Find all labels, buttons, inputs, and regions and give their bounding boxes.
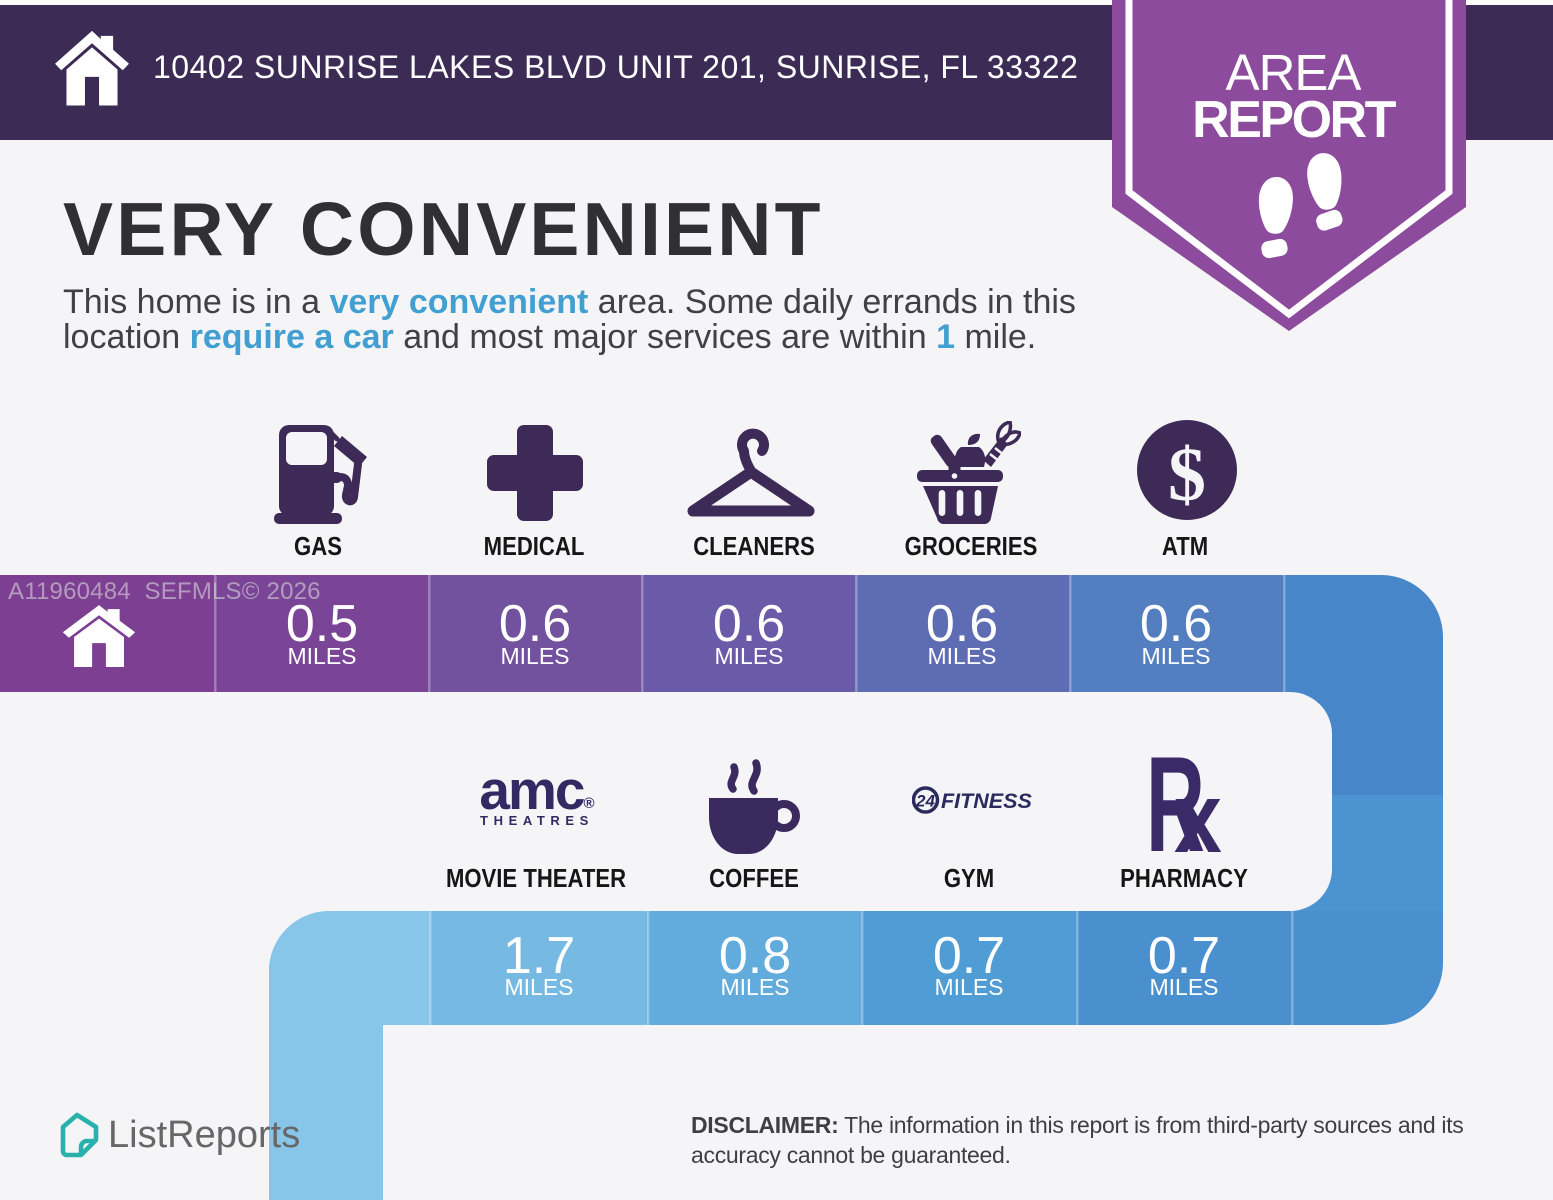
svg-text:x: x	[1174, 762, 1222, 857]
svg-text:R: R	[1146, 752, 1205, 857]
svg-text:FITNESS: FITNESS	[941, 789, 1032, 813]
svg-text:24: 24	[915, 792, 935, 811]
svg-text:REPORT: REPORT	[1192, 91, 1396, 149]
svg-text:$: $	[1168, 433, 1206, 517]
svg-text:AREA: AREA	[1226, 44, 1362, 101]
